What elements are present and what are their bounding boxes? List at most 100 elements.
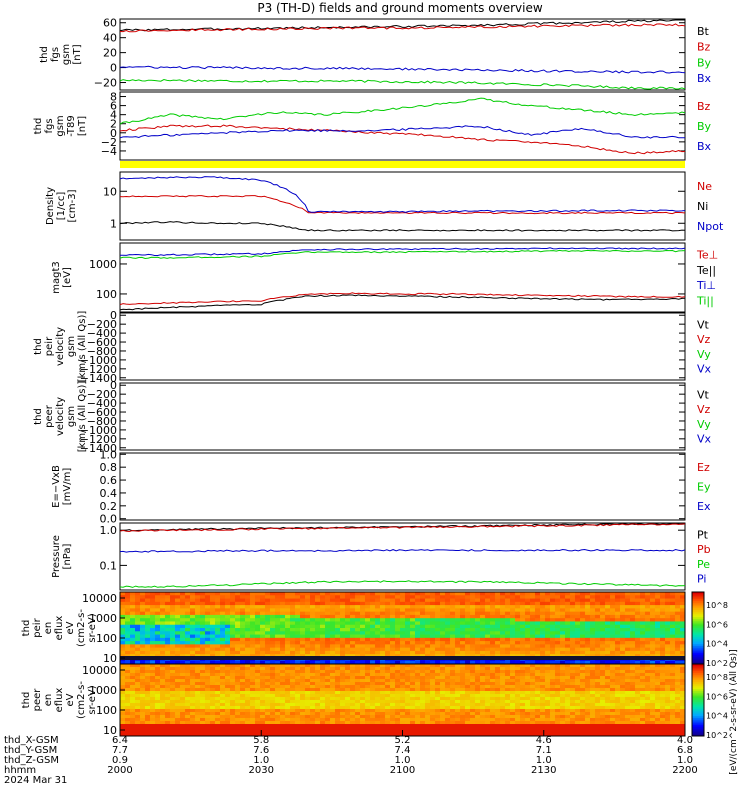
heatmap-cell	[305, 611, 311, 616]
heatmap-cell	[505, 647, 511, 652]
heatmap-cell	[235, 608, 241, 613]
heatmap-cell	[495, 694, 501, 698]
heatmap-cell	[240, 706, 246, 710]
heatmap-cell	[585, 647, 591, 652]
heatmap-cell	[395, 598, 401, 603]
heatmap-cell	[560, 637, 566, 642]
heatmap-cell	[460, 733, 466, 737]
heatmap-cell	[235, 592, 241, 596]
heatmap-cell	[555, 685, 561, 689]
heatmap-cell	[480, 730, 486, 734]
heatmap-cell	[525, 682, 531, 686]
heatmap-cell	[475, 685, 481, 689]
heatmap-cell	[130, 618, 136, 622]
heatmap-cell	[280, 605, 286, 609]
heatmap-cell	[260, 605, 266, 609]
heatmap-cell	[155, 631, 161, 635]
heatmap-cell	[215, 601, 221, 606]
heatmap-cell	[250, 660, 256, 665]
heatmap-cell	[295, 721, 301, 725]
heatmap-cell	[120, 709, 126, 713]
heatmap-cell	[155, 628, 161, 632]
heatmap-cell	[175, 644, 181, 649]
heatmap-cell	[635, 611, 641, 616]
heatmap-cell	[425, 700, 431, 704]
heatmap-cell	[200, 664, 206, 668]
heatmap-cell	[445, 664, 451, 668]
heatmap-cell	[180, 637, 186, 642]
heatmap-cell	[455, 700, 461, 704]
heatmap-cell	[555, 697, 561, 701]
heatmap-cell	[340, 724, 346, 728]
heatmap-cell	[550, 712, 556, 716]
heatmap-cell	[395, 660, 401, 665]
heatmap-cell	[500, 611, 506, 616]
heatmap-cell	[175, 605, 181, 609]
heatmap-cell	[175, 650, 181, 655]
heatmap-cell	[445, 611, 451, 616]
heatmap-cell	[660, 628, 666, 632]
heatmap-cell	[480, 601, 486, 606]
heatmap-cell	[560, 614, 566, 619]
heatmap-cell	[425, 715, 431, 719]
heatmap-cell	[155, 718, 161, 722]
heatmap-cell	[520, 730, 526, 734]
heatmap-cell	[200, 601, 206, 606]
heatmap-cell	[445, 608, 451, 613]
heatmap-cell	[130, 621, 136, 626]
heatmap-cell	[450, 644, 456, 649]
heatmap-cell	[235, 724, 241, 728]
heatmap-cell	[175, 631, 181, 635]
heatmap-cell	[445, 706, 451, 710]
heatmap-cell	[125, 706, 131, 710]
heatmap-cell	[405, 691, 411, 695]
heatmap-cell	[220, 673, 226, 677]
heatmap-cell	[595, 691, 601, 695]
heatmap-cell	[595, 679, 601, 683]
heatmap-cell	[210, 598, 216, 603]
heatmap-cell	[445, 682, 451, 686]
heatmap-cell	[575, 691, 581, 695]
heatmap-cell	[540, 628, 546, 632]
heatmap-cell	[610, 670, 616, 674]
heatmap-cell	[475, 598, 481, 603]
heatmap-cell	[220, 730, 226, 734]
heatmap-cell	[290, 676, 296, 680]
heatmap-cell	[330, 688, 336, 692]
heatmap-cell	[235, 673, 241, 677]
heatmap-cell	[505, 631, 511, 635]
heatmap-cell	[490, 709, 496, 713]
heatmap-cell	[410, 676, 416, 680]
heatmap-cell	[470, 634, 476, 639]
heatmap-cell	[530, 641, 536, 645]
heatmap-cell	[265, 706, 271, 710]
heatmap-cell	[190, 724, 196, 728]
heatmap-cell	[505, 624, 511, 629]
heatmap-cell	[560, 628, 566, 632]
heatmap-cell	[320, 641, 326, 645]
heatmap-cell	[175, 621, 181, 626]
heatmap-cell	[375, 592, 381, 596]
heatmap-cell	[505, 598, 511, 603]
heatmap-cell	[585, 624, 591, 629]
heatmap-cell	[230, 611, 236, 616]
heatmap-cell	[495, 679, 501, 683]
heatmap-cell	[440, 694, 446, 698]
heatmap-cell	[490, 621, 496, 626]
heatmap-cell	[120, 706, 126, 710]
heatmap-cell	[310, 685, 316, 689]
heatmap-cell	[440, 718, 446, 722]
heatmap-cell	[350, 688, 356, 692]
heatmap-cell	[570, 700, 576, 704]
heatmap-cell	[270, 670, 276, 674]
heatmap-cell	[470, 715, 476, 719]
heatmap-cell	[305, 631, 311, 635]
heatmap-cell	[420, 670, 426, 674]
heatmap-cell	[370, 691, 376, 695]
heatmap-cell	[480, 618, 486, 622]
heatmap-cell	[305, 691, 311, 695]
heatmap-cell	[235, 595, 241, 599]
heatmap-cell	[410, 730, 416, 734]
legend-entry-2: Ex	[697, 500, 711, 513]
